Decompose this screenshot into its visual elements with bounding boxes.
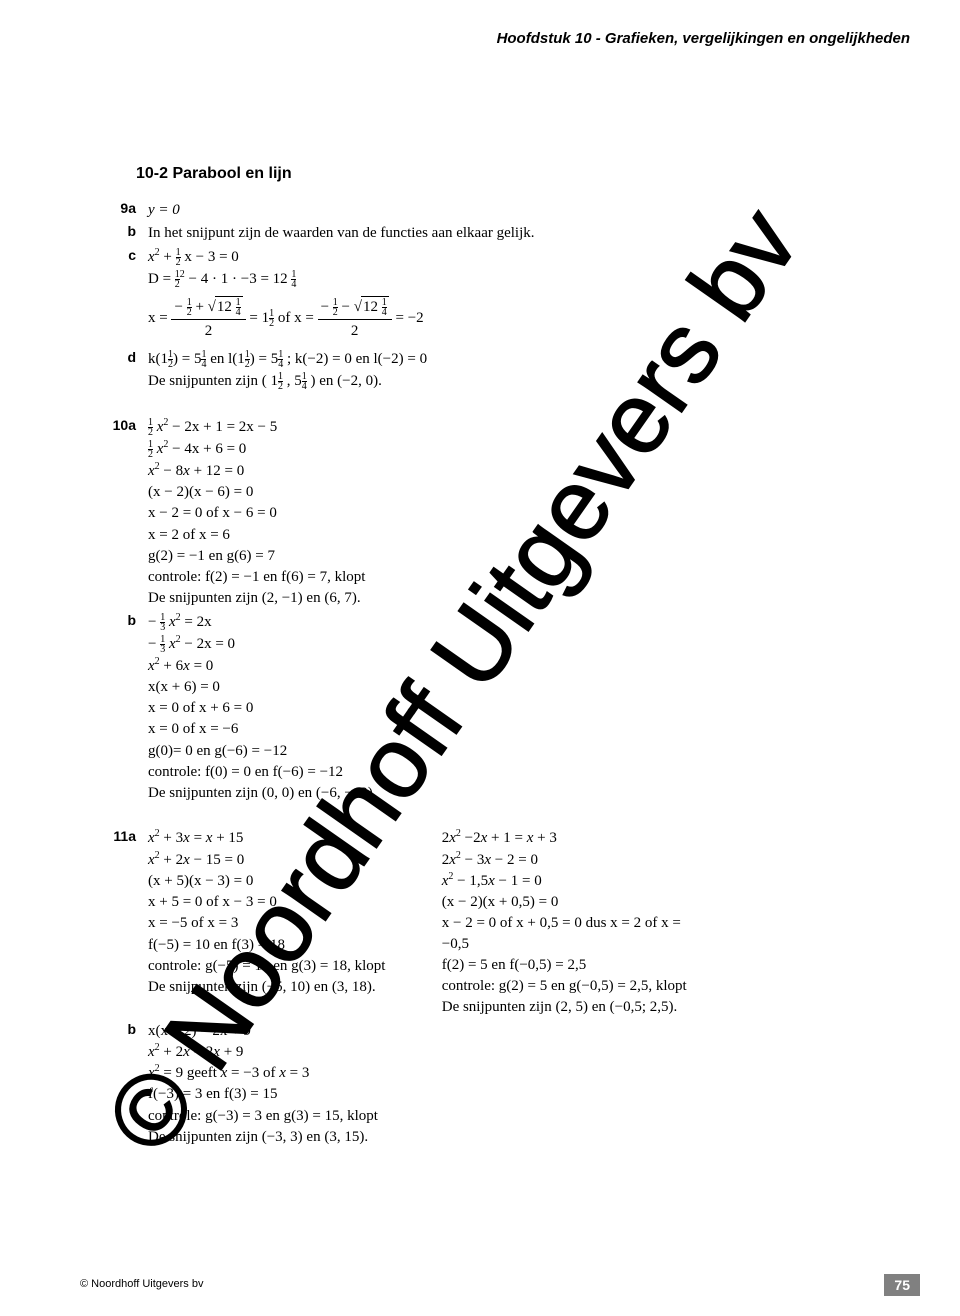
label-10a: 10a: [80, 417, 148, 433]
line-10a: 10a 12 x2 − 2x + 1 = 2x − 5 12 x2 − 4x +…: [80, 417, 900, 610]
label-10b: b: [80, 612, 148, 628]
body-10b: − 13 x2 = 2x − 13 x2 − 2x = 0 x2 + 6x = …: [148, 612, 377, 805]
line-11b: b x(x + 2) = 2x + 9 x2 + 2x = 2x + 9 x2 …: [80, 1021, 900, 1149]
col-11a-left: x2 + 3x = x + 15 x2 + 2x − 15 = 0 (x + 5…: [148, 828, 402, 1018]
label-9a: 9a: [80, 200, 148, 216]
body-9a: y = 0: [148, 200, 180, 221]
line-9c: c x2 + 12 x − 3 = 0 D = 122 − 4 · 1 · −3…: [80, 247, 900, 347]
label-11b: b: [80, 1021, 148, 1037]
label-11a: 11a: [80, 828, 148, 844]
line-10b: b − 13 x2 = 2x − 13 x2 − 2x = 0 x2 + 6x …: [80, 612, 900, 805]
label-9b: b: [80, 223, 148, 239]
body-9c: x2 + 12 x − 3 = 0 D = 122 − 4 · 1 · −3 =…: [148, 247, 424, 347]
body-11a: x2 + 3x = x + 15 x2 + 2x − 15 = 0 (x + 5…: [148, 828, 695, 1018]
running-header: Hoofdstuk 10 - Grafieken, vergelijkingen…: [497, 30, 910, 47]
line-9b: b In het snijpunt zijn de waarden van de…: [80, 223, 900, 244]
label-9c: c: [80, 247, 148, 263]
body-11b: x(x + 2) = 2x + 9 x2 + 2x = 2x + 9 x2 = …: [148, 1021, 378, 1149]
line-9a: 9a y = 0: [80, 200, 900, 221]
line-11a: 11a x2 + 3x = x + 15 x2 + 2x − 15 = 0 (x…: [80, 828, 900, 1018]
label-9d: d: [80, 349, 148, 365]
line-9d: d k(112) = 514 en l(112) = 514 ; k(−2) =…: [80, 349, 900, 393]
page-number: 75: [884, 1274, 920, 1296]
footer-copyright: © Noordhoff Uitgevers bv: [80, 1278, 203, 1290]
content-area: 9a y = 0 b In het snijpunt zijn de waard…: [80, 200, 900, 1150]
section-title: 10-2 Parabool en lijn: [136, 165, 292, 183]
body-10a: 12 x2 − 2x + 1 = 2x − 5 12 x2 − 4x + 6 =…: [148, 417, 365, 610]
col-11a-right: 2x2 −2x + 1 = x + 3 2x2 − 3x − 2 = 0 x2 …: [442, 828, 696, 1018]
body-9d: k(112) = 514 en l(112) = 514 ; k(−2) = 0…: [148, 349, 427, 393]
page: Hoofdstuk 10 - Grafieken, vergelijkingen…: [0, 0, 960, 1316]
body-9b: In het snijpunt zijn de waarden van de f…: [148, 223, 535, 244]
